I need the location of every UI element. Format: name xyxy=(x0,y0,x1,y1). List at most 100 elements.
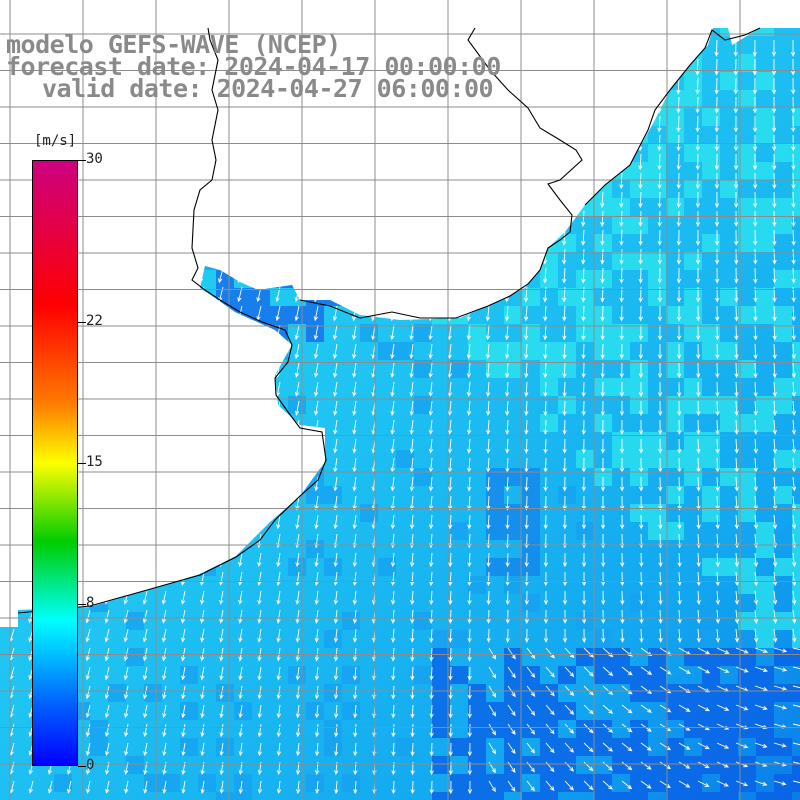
speed-cell xyxy=(648,270,666,288)
speed-cell xyxy=(684,720,702,738)
wind-arrow xyxy=(295,457,300,473)
wind-arrow xyxy=(257,628,262,643)
speed-cell xyxy=(468,702,486,720)
wind-arrow xyxy=(313,153,319,170)
wind-arrow xyxy=(715,590,720,606)
speed-cell xyxy=(432,252,450,270)
wind-arrow xyxy=(256,381,262,397)
wind-arrow xyxy=(676,324,682,341)
speed-cell xyxy=(792,378,800,396)
speed-cell xyxy=(648,522,666,540)
wind-arrow xyxy=(255,115,262,132)
wind-arrow xyxy=(792,742,800,748)
speed-cell xyxy=(720,702,738,720)
wind-arrow xyxy=(143,780,148,794)
wind-arrow xyxy=(734,438,739,454)
wind-arrow xyxy=(523,229,528,246)
speed-cell xyxy=(450,774,468,792)
speed-cell xyxy=(558,396,576,414)
speed-cell xyxy=(666,774,684,792)
wind-arrow xyxy=(200,704,205,719)
wind-arrow xyxy=(542,229,548,246)
wind-arrow xyxy=(85,723,91,738)
speed-cell xyxy=(756,72,774,90)
wind-arrow xyxy=(122,381,129,397)
wind-arrow xyxy=(619,343,624,360)
wind-arrow xyxy=(256,457,262,473)
wind-arrow xyxy=(314,628,319,643)
wind-arrow xyxy=(123,495,129,511)
speed-cell xyxy=(774,396,792,414)
speed-cell xyxy=(666,198,684,216)
speed-cell xyxy=(522,324,540,342)
wind-arrow xyxy=(486,609,491,624)
wind-arrow xyxy=(752,153,758,171)
wind-arrow xyxy=(447,419,453,435)
wind-arrow xyxy=(658,476,663,492)
speed-cell xyxy=(540,720,558,738)
wind-arrow xyxy=(370,210,376,227)
wind-arrow xyxy=(695,191,701,209)
wind-arrow xyxy=(734,628,740,643)
wind-arrow xyxy=(161,400,167,416)
wind-arrow xyxy=(619,191,624,209)
wind-arrow xyxy=(218,495,224,511)
wind-arrow xyxy=(429,704,434,719)
wind-arrow xyxy=(600,362,605,379)
wind-arrow xyxy=(714,134,720,152)
speed-cell xyxy=(378,234,396,252)
speed-cell xyxy=(720,468,738,486)
speed-cell xyxy=(288,126,306,144)
speed-cell xyxy=(468,126,486,144)
speed-cell xyxy=(0,486,18,504)
speed-cell xyxy=(792,558,800,576)
speed-cell xyxy=(756,288,774,306)
wind-arrow xyxy=(790,77,796,95)
wind-arrow xyxy=(295,609,300,624)
wind-arrow xyxy=(488,723,496,736)
speed-cell xyxy=(720,180,738,198)
wind-arrow xyxy=(564,723,575,734)
speed-cell xyxy=(540,54,558,72)
wind-arrow xyxy=(181,704,186,719)
wind-arrow xyxy=(122,267,129,283)
speed-cell xyxy=(162,126,180,144)
speed-cell xyxy=(756,28,774,36)
wind-arrow xyxy=(752,39,757,57)
speed-cell xyxy=(666,522,684,540)
speed-cell xyxy=(558,0,576,18)
speed-cell xyxy=(324,252,342,270)
wind-arrow xyxy=(313,267,319,284)
wind-arrow xyxy=(104,495,110,511)
speed-cell xyxy=(126,756,144,774)
wind-arrow xyxy=(294,267,300,284)
wind-arrow xyxy=(84,210,91,227)
speed-cell xyxy=(270,252,288,270)
wind-arrow xyxy=(180,343,186,359)
wind-arrow xyxy=(104,552,110,567)
wind-arrow xyxy=(715,324,720,341)
wind-arrow xyxy=(428,476,434,492)
wind-arrow xyxy=(429,609,434,624)
wind-arrow xyxy=(714,229,720,246)
wind-arrow xyxy=(792,647,800,653)
wind-arrow xyxy=(715,305,720,322)
wind-arrow xyxy=(466,229,471,246)
speed-cell xyxy=(486,702,504,720)
wind-arrow xyxy=(485,324,491,341)
speed-cell xyxy=(720,72,738,90)
wind-arrow xyxy=(657,419,663,435)
wind-arrow xyxy=(619,134,624,152)
wind-arrow xyxy=(602,704,614,714)
wind-arrow xyxy=(639,590,644,606)
wind-arrow xyxy=(123,438,129,454)
speed-cell xyxy=(792,144,800,162)
speed-cell xyxy=(720,720,738,738)
wind-arrow xyxy=(752,172,758,190)
wind-arrow xyxy=(353,780,358,795)
wind-arrow xyxy=(485,153,490,171)
wind-arrow xyxy=(295,628,300,643)
wind-arrow xyxy=(7,134,15,151)
speed-cell xyxy=(450,522,468,540)
speed-cell xyxy=(612,738,630,756)
